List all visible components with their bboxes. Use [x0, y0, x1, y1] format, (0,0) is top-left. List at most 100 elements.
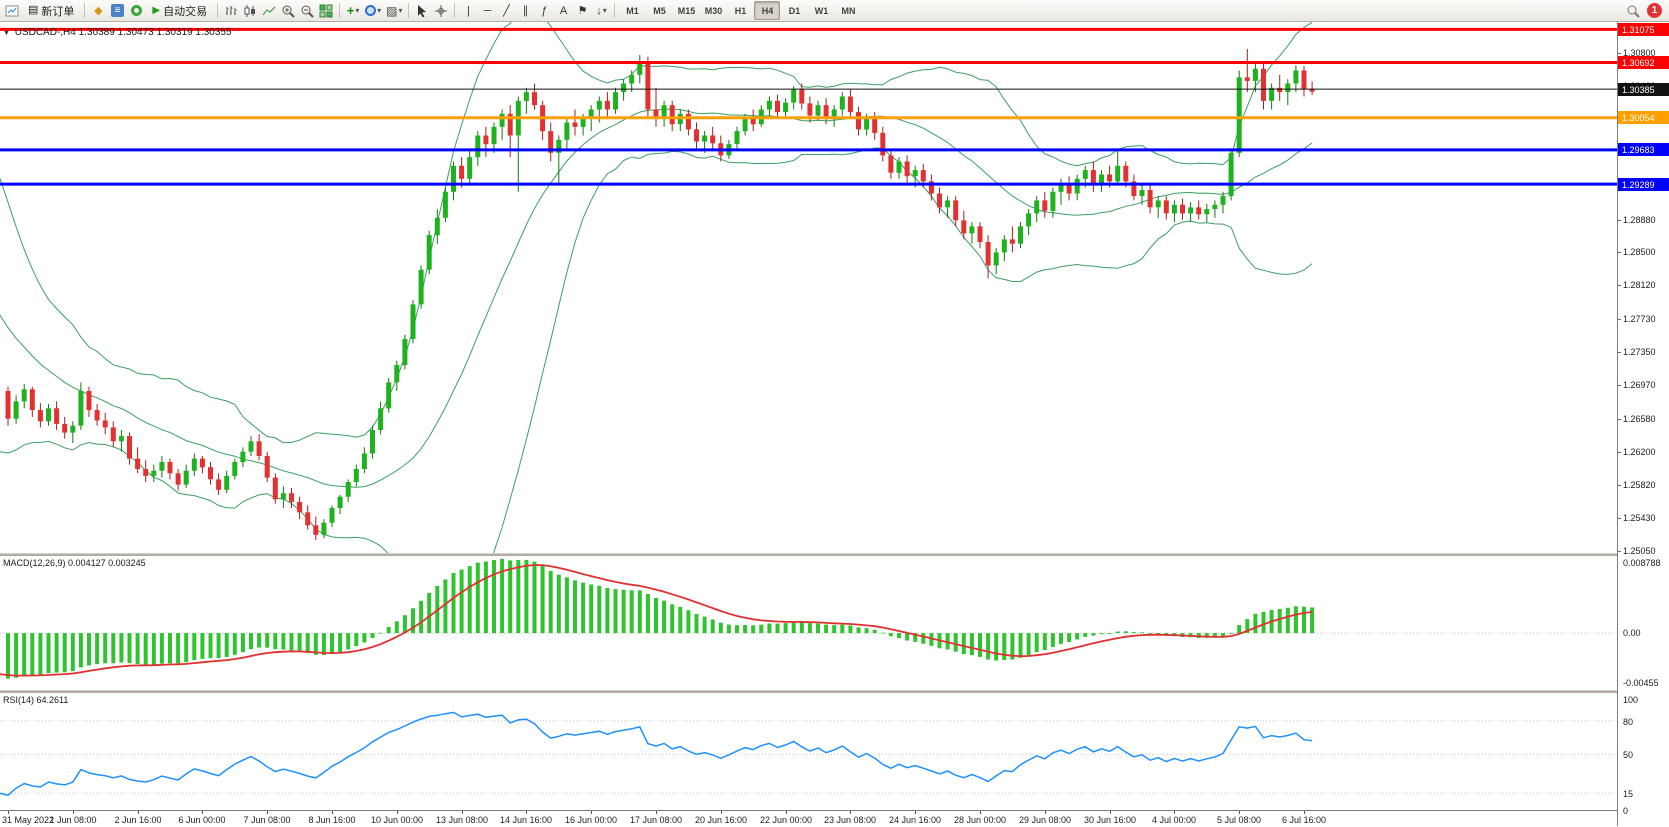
new-chart-icon[interactable] [3, 2, 21, 20]
search-icon[interactable] [1624, 2, 1642, 20]
zoom-in-icon[interactable] [279, 2, 297, 20]
price-tickmark [1618, 53, 1621, 54]
price-tick-label: 1.30800 [1623, 48, 1656, 58]
timeframe-m1[interactable]: M1 [626, 5, 639, 16]
profiles-icon[interactable]: ◆ [94, 5, 103, 17]
price-tick-label: 1.25430 [1623, 513, 1656, 523]
zoom-out-icon[interactable] [298, 2, 316, 20]
price-tick-label: 1.28880 [1623, 215, 1656, 225]
arrows-tool-icon[interactable]: ↓ ▾ [596, 4, 607, 17]
time-tick-label: 28 Jun 00:00 [953, 815, 1007, 825]
bar-chart-icon[interactable] [222, 2, 240, 20]
chevron-down-icon: ▾ [377, 6, 382, 15]
time-tickmark [915, 811, 916, 814]
rsi-panel[interactable]: RSI(14) 64.2611 [0, 693, 1617, 810]
macd-panel[interactable]: MACD(12,26,9) 0.004127 0.003245 [0, 556, 1617, 690]
time-tick-label: 1 Jun 08:00 [49, 815, 97, 825]
indicators-icon[interactable]: + ▾ [346, 3, 360, 18]
time-tickmark [202, 811, 203, 814]
time-tick-label: 23 Jun 08:00 [823, 815, 877, 825]
macd-tick-label: -0.00455 [1623, 678, 1659, 688]
toolbar-separator [408, 3, 410, 18]
trendline-icon[interactable]: ╱ [503, 5, 510, 17]
price-tickmark [1618, 518, 1621, 519]
time-tick-label: 31 May 2022 [2, 815, 55, 825]
time-tick-label: 2 Jun 16:00 [114, 815, 162, 825]
time-tick-label: 8 Jun 16:00 [308, 815, 356, 825]
navigator-icon[interactable] [127, 2, 145, 20]
horizontal-line-icon[interactable]: ─ [483, 4, 492, 17]
price-level-tag: 1.30692 [1618, 56, 1669, 69]
channel-icon[interactable]: ∥ [522, 5, 529, 17]
timeframe-m5[interactable]: M5 [653, 5, 666, 16]
tile-windows-icon[interactable] [317, 2, 335, 20]
time-tickmark [138, 811, 139, 814]
price-level-tag: 1.29683 [1618, 143, 1669, 156]
line-chart-icon[interactable] [260, 2, 278, 20]
notification-badge[interactable]: 1 [1647, 3, 1662, 18]
time-tick-label: 29 Jun 08:00 [1018, 815, 1072, 825]
text-label-icon[interactable]: ⚑ [577, 5, 588, 17]
text-tool-icon[interactable]: A [559, 4, 568, 17]
macd-tick-label: 0.00 [1623, 628, 1641, 638]
time-tick-label: 13 Jun 08:00 [435, 815, 489, 825]
price-tick-label: 1.27730 [1623, 314, 1656, 324]
rsi-canvas[interactable] [0, 693, 1617, 810]
new-order-button[interactable]: ▤ 新订单 [22, 2, 80, 20]
symbol-period-label: USDCAD-,H4 [14, 27, 76, 38]
toolbar-separator [454, 3, 456, 18]
price-axis[interactable]: 1.308001.304201.300401.296601.292801.288… [1617, 22, 1669, 826]
timeframe-mn[interactable]: MN [841, 5, 856, 16]
time-tick-label: 10 Jun 00:00 [370, 815, 424, 825]
crosshair-icon[interactable] [432, 2, 450, 20]
price-tick-label: 1.26580 [1623, 414, 1656, 424]
price-chart-canvas[interactable] [0, 22, 1617, 553]
autotrade-play-icon: ▶ [152, 4, 161, 16]
vertical-line-icon[interactable]: | [467, 4, 470, 17]
price-chart-panel[interactable]: ▼ USDCAD-,H4 1.30389 1.30473 1.30319 1.3… [0, 22, 1617, 553]
collapse-icon[interactable]: ▼ [3, 30, 10, 37]
market-watch-icon[interactable]: ≡ [108, 2, 126, 20]
autotrade-button[interactable]: ▶ 自动交易 [146, 2, 213, 20]
time-tickmark [526, 811, 527, 814]
time-axis[interactable]: 31 May 2022 1 Jun 08:00 2 Jun 16:00 6 Jun 0… [0, 810, 1617, 827]
timeframe-m30[interactable]: M30 [704, 5, 723, 16]
panel-splitter[interactable] [0, 690, 1669, 693]
price-tick-label: 1.27350 [1623, 347, 1656, 357]
macd-canvas[interactable] [0, 556, 1617, 690]
fibonacci-icon[interactable]: ƒ [541, 4, 548, 17]
time-tickmark [1174, 811, 1175, 814]
timeframe-h1[interactable]: H1 [734, 5, 747, 16]
time-tickmark [1110, 811, 1111, 814]
price-tickmark [1618, 485, 1621, 486]
time-tick-label: 24 Jun 16:00 [888, 815, 942, 825]
panel-splitter[interactable] [0, 553, 1669, 556]
time-tick-label: 30 Jun 16:00 [1083, 815, 1137, 825]
timeframe-w1[interactable]: W1 [814, 5, 829, 16]
price-tickmark [1618, 452, 1621, 453]
time-tickmark [1239, 811, 1240, 814]
timeframe-h4[interactable]: H4 [754, 1, 781, 20]
rsi-tick-label: 0 [1623, 806, 1629, 816]
time-tickmark [267, 811, 268, 814]
rsi-tick-label: 80 [1623, 717, 1634, 727]
new-order-icon: ▤ [28, 4, 39, 16]
time-tickmark [397, 811, 398, 814]
timeframe-m15[interactable]: M15 [677, 5, 696, 16]
template-icon[interactable]: ▨ ▾ [386, 3, 403, 18]
timeframe-d1[interactable]: D1 [788, 5, 801, 16]
candlestick-chart-icon[interactable] [241, 2, 259, 20]
price-level-tag: 1.30054 [1618, 111, 1669, 124]
toolbar-separator [614, 3, 616, 18]
cursor-icon[interactable] [413, 2, 431, 20]
price-tickmark [1618, 285, 1621, 286]
chevron-down-icon: ▾ [398, 6, 403, 15]
clock-icon[interactable]: ▾ [363, 2, 383, 20]
toolbar-separator [217, 3, 219, 18]
price-tick-label: 1.26200 [1623, 447, 1656, 457]
price-tick-label: 1.25820 [1623, 480, 1656, 490]
time-tick-label: 7 Jun 08:00 [243, 815, 291, 825]
toolbar-separator [339, 3, 341, 18]
time-tickmark [73, 811, 74, 814]
time-tickmark [1304, 811, 1305, 814]
